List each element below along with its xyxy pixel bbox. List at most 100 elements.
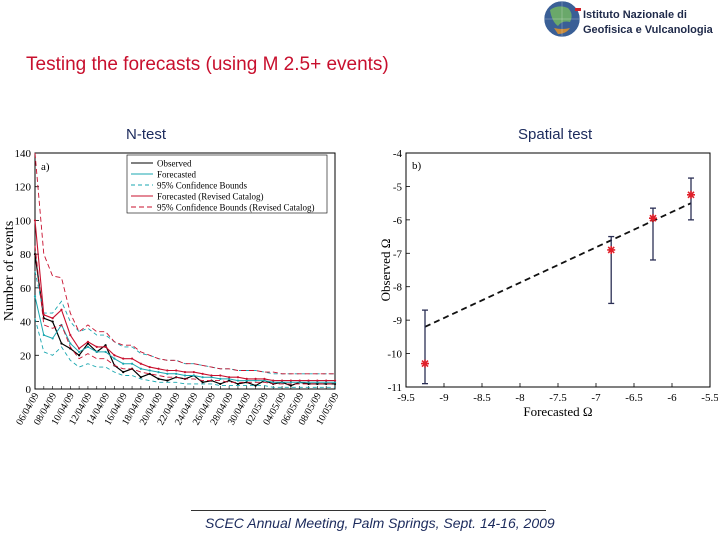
data-point bbox=[113, 357, 116, 360]
data-point bbox=[130, 362, 134, 365]
data-point bbox=[316, 379, 319, 382]
y-tick-label: 0 bbox=[26, 384, 32, 396]
logo-line-2: Geofisica e Vulcanologia bbox=[583, 24, 713, 36]
data-point bbox=[245, 377, 248, 380]
y-tick-label: -10 bbox=[387, 349, 402, 361]
data-point bbox=[325, 382, 328, 386]
x-tick-label: -6 bbox=[667, 392, 677, 404]
x-tick-label: -6.5 bbox=[625, 392, 643, 404]
data-point bbox=[272, 379, 275, 382]
data-point bbox=[236, 382, 240, 386]
data-point bbox=[245, 379, 248, 382]
data-point bbox=[166, 369, 169, 372]
data-point bbox=[33, 219, 37, 222]
data-point bbox=[78, 350, 81, 354]
data-point bbox=[219, 377, 222, 380]
data-point bbox=[201, 381, 204, 384]
y-tick-label: -5 bbox=[393, 181, 403, 193]
x-tick-label: -9 bbox=[439, 392, 449, 404]
y-tick-label: 60 bbox=[20, 283, 32, 295]
data-point bbox=[272, 381, 275, 384]
data-point bbox=[325, 379, 328, 382]
footer-text: SCEC Annual Meeting, Palm Springs, Sept.… bbox=[205, 515, 555, 531]
data-point bbox=[228, 376, 231, 379]
globe-logo-icon bbox=[543, 0, 581, 38]
data-point bbox=[69, 342, 72, 345]
ingv-logo bbox=[540, 0, 720, 42]
series-line bbox=[34, 318, 335, 388]
spatial-test-label: Spatial test bbox=[518, 126, 593, 143]
data-point bbox=[51, 337, 54, 340]
data-point bbox=[228, 379, 231, 382]
data-point bbox=[166, 372, 169, 375]
data-point bbox=[421, 359, 429, 368]
data-point bbox=[95, 345, 98, 348]
x-tick-label: -5.5 bbox=[701, 392, 718, 404]
y-tick-label: 100 bbox=[15, 215, 32, 227]
data-point bbox=[289, 381, 292, 384]
data-point bbox=[236, 376, 240, 379]
x-axis-label: Forecasted Ω bbox=[523, 404, 592, 419]
data-point bbox=[104, 350, 107, 354]
data-point bbox=[51, 317, 54, 320]
data-point bbox=[192, 374, 195, 377]
series-line bbox=[34, 220, 335, 382]
y-axis-label: Number of events bbox=[2, 221, 17, 321]
data-point bbox=[86, 345, 90, 348]
legend-label: 95% Confidence Bounds (Revised Catalog) bbox=[157, 203, 314, 213]
data-point bbox=[148, 369, 151, 372]
data-point bbox=[263, 379, 266, 382]
panel-tag: b) bbox=[412, 160, 422, 172]
series-line bbox=[34, 296, 335, 383]
y-tick-label: -4 bbox=[393, 148, 403, 160]
plot-frame bbox=[405, 152, 711, 388]
data-point bbox=[33, 295, 37, 298]
data-point bbox=[210, 374, 213, 377]
data-point bbox=[78, 354, 81, 357]
data-point bbox=[228, 377, 231, 380]
x-tick-label: -8.5 bbox=[473, 392, 491, 404]
data-point bbox=[175, 372, 178, 375]
x-tick-label: -9.5 bbox=[397, 392, 415, 404]
data-point bbox=[254, 384, 257, 387]
data-point bbox=[122, 371, 125, 374]
series-line bbox=[34, 270, 335, 375]
data-point bbox=[307, 381, 310, 384]
data-point bbox=[219, 382, 222, 386]
data-point bbox=[607, 245, 616, 254]
data-point bbox=[298, 379, 301, 382]
data-point bbox=[183, 371, 187, 374]
data-point bbox=[280, 379, 284, 382]
data-point bbox=[139, 376, 142, 379]
data-point bbox=[254, 377, 257, 380]
data-point bbox=[201, 372, 204, 375]
data-point bbox=[139, 367, 142, 370]
data-point bbox=[157, 377, 160, 380]
y-tick-label: 20 bbox=[20, 350, 32, 362]
data-point bbox=[254, 379, 257, 382]
data-point bbox=[130, 357, 134, 360]
data-point bbox=[316, 382, 319, 386]
data-point bbox=[95, 350, 98, 354]
data-point bbox=[60, 308, 63, 311]
y-tick-label: -6 bbox=[393, 215, 403, 227]
data-point bbox=[175, 369, 178, 372]
legend-label: Forecasted (Revised Catalog) bbox=[157, 192, 263, 202]
data-point bbox=[104, 344, 107, 347]
legend-label: 95% Confidence Bounds bbox=[157, 181, 247, 191]
data-point bbox=[113, 354, 116, 357]
data-point bbox=[69, 333, 72, 337]
footer-divider bbox=[191, 510, 546, 511]
data-point bbox=[245, 381, 248, 384]
y-tick-label: -7 bbox=[393, 248, 403, 260]
data-point bbox=[157, 367, 160, 370]
data-point bbox=[148, 365, 151, 369]
data-point bbox=[122, 362, 125, 365]
data-point bbox=[219, 374, 222, 377]
data-point bbox=[210, 376, 213, 379]
data-point bbox=[148, 372, 151, 375]
data-point bbox=[307, 382, 310, 386]
x-tick-label: -8 bbox=[515, 392, 525, 404]
data-point bbox=[122, 357, 125, 360]
